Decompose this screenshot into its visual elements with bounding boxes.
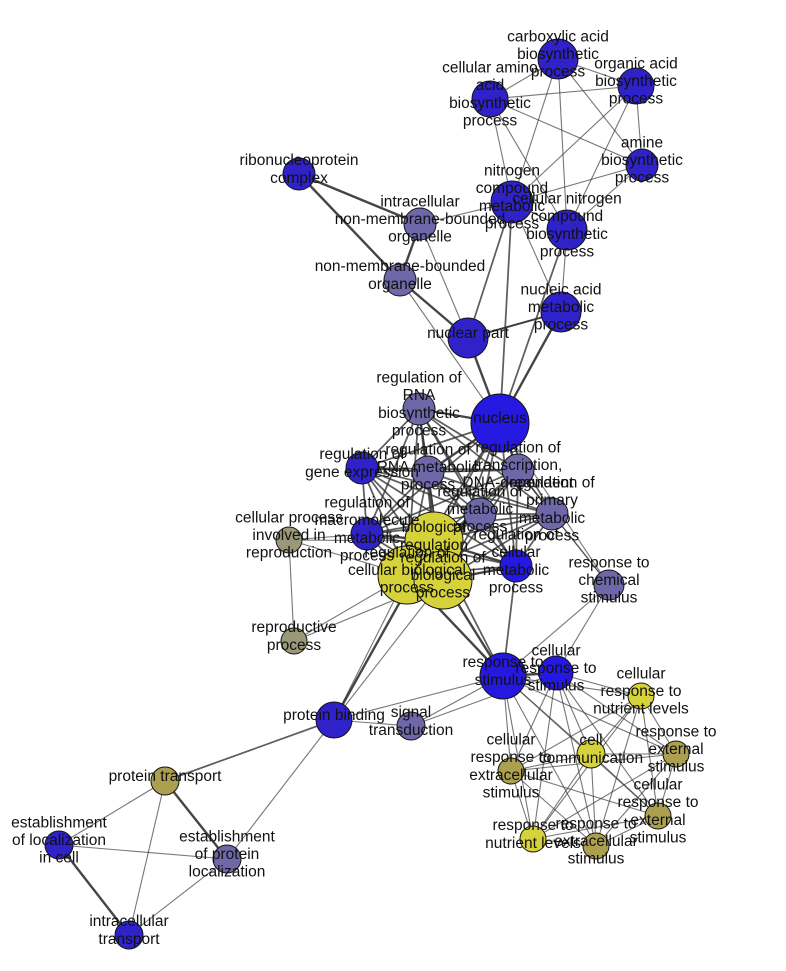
svg-text:nuclear part: nuclear part (427, 325, 510, 342)
svg-text:nucleus: nucleus (473, 410, 527, 427)
svg-text:protein transport: protein transport (109, 768, 223, 785)
